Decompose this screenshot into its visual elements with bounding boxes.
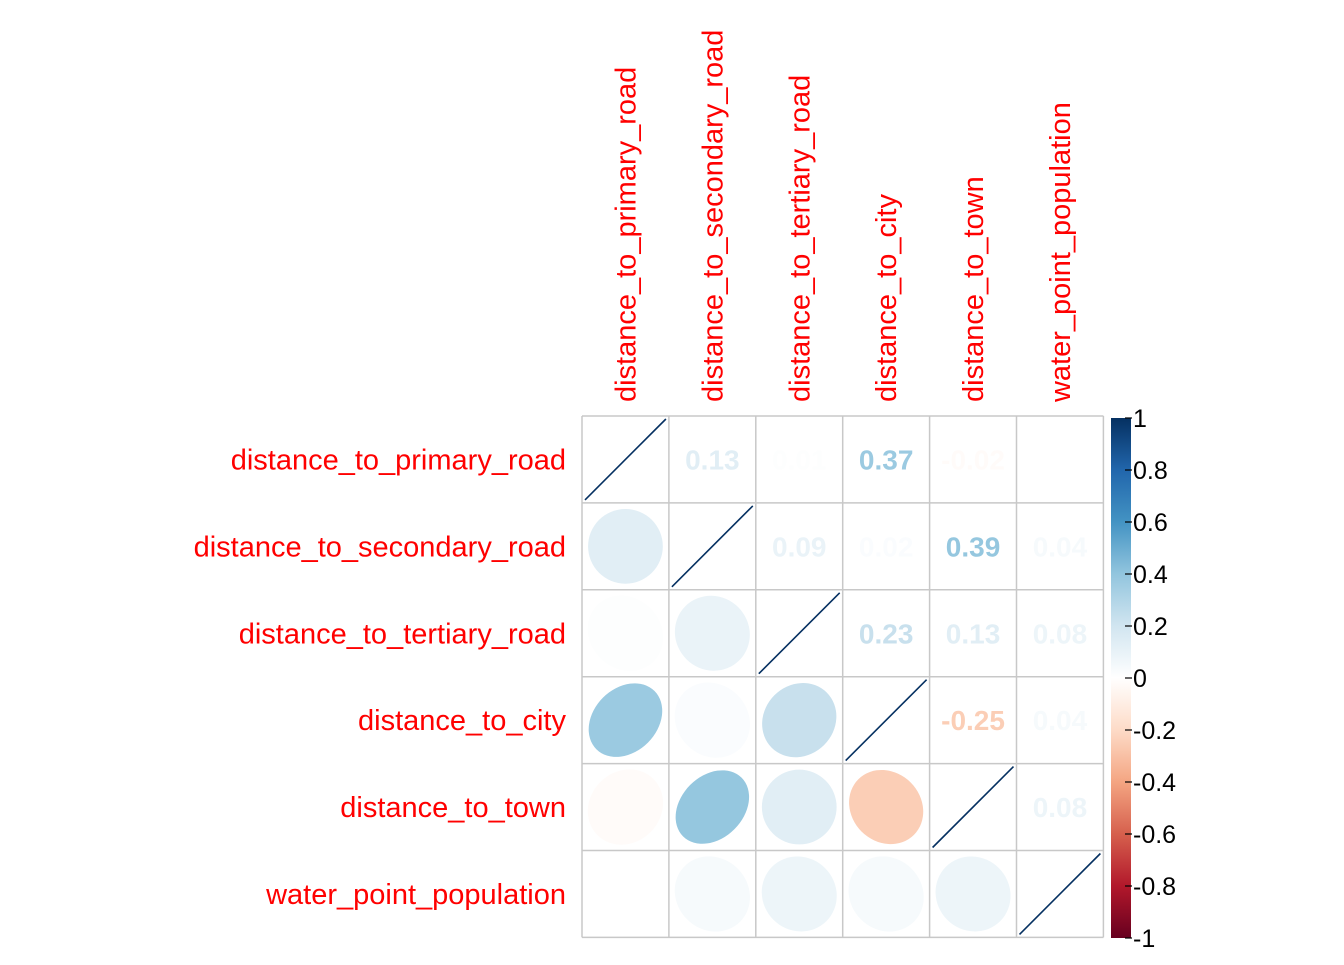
value-label-1-5: 0.04 [1033, 531, 1088, 562]
ellipse-2-1 [674, 595, 750, 671]
colorbar-tick-label-1: 0.8 [1133, 457, 1168, 485]
row-label-distance_to_tertiary_road: distance_to_tertiary_road [239, 618, 566, 650]
colorbar: 1 0.8 0.6 0.4 0.2 0 -0.2 -0.4 -0.6 -0.8 -1 [1111, 405, 1176, 953]
value-label-0-5: 0.00 [1033, 444, 1088, 475]
ellipse-4-2 [761, 769, 837, 845]
value-label-0-4: -0.02 [941, 444, 1005, 475]
colorbar-gradient [1111, 418, 1131, 938]
ellipse-5-3 [848, 856, 924, 932]
value-label-0-3: 0.37 [859, 444, 914, 475]
value-label-2-4: 0.13 [946, 618, 1001, 649]
cell-3-5 [1016, 676, 1104, 764]
colorbar-tick-label-0: 1 [1133, 405, 1147, 433]
ellipse-5-4 [935, 856, 1011, 932]
diagonal-line-1 [671, 505, 754, 588]
column-labels: distance_to_primary_road distance_to_seco… [610, 30, 1076, 403]
cell-0-4 [929, 416, 1017, 503]
value-label-1-2: 0.09 [772, 531, 827, 562]
cell-0-2 [755, 416, 843, 503]
value-label-1-4: 0.39 [946, 531, 1001, 562]
cell-0-1 [668, 416, 756, 503]
colorbar-tick-label-3: 0.4 [1133, 561, 1168, 589]
row-label-distance_to_town: distance_to_town [340, 792, 566, 824]
cell-2-4 [929, 589, 1017, 677]
cell-2-5 [1016, 589, 1104, 677]
diagonal-line-0 [584, 418, 667, 501]
row-label-distance_to_city: distance_to_city [358, 705, 566, 737]
row-label-water_point_population: water_point_population [265, 879, 566, 911]
cell-4-5 [1016, 763, 1104, 851]
ellipse-3-2 [762, 683, 837, 758]
cell-1-2 [755, 502, 843, 590]
colorbar-tick-label-7: -0.4 [1133, 769, 1176, 797]
ellipse-5-2 [761, 856, 837, 932]
cell-marks: 0.13 0.01 0.37 -0.02 0.00 0.09 0.02 0.39 0.04 0.2… [584, 418, 1101, 935]
diagonal-line-2 [758, 592, 841, 675]
cell-3-4 [929, 676, 1017, 764]
col-label-distance_to_town: distance_to_town [958, 176, 990, 402]
value-label-2-5: 0.08 [1033, 618, 1088, 649]
ellipse-2-0 [587, 595, 664, 671]
grid-lines [581, 415, 1105, 939]
col-label-water_point_population: water_point_population [1045, 102, 1077, 403]
diagonal-line-4 [932, 766, 1015, 849]
ellipse-4-3 [849, 769, 924, 845]
row-labels: distance_to_primary_road distance_to_seco… [194, 444, 567, 911]
colorbar-tick-label-6: -0.2 [1133, 717, 1176, 745]
value-label-0-2: 0.01 [772, 444, 827, 475]
cell-0-5 [1016, 416, 1104, 503]
ellipse-5-0 [587, 856, 664, 932]
ellipse-4-0 [587, 769, 664, 845]
colorbar-tick-label-9: -0.8 [1133, 873, 1176, 901]
colorbar-tick-label-4: 0.2 [1133, 613, 1168, 641]
value-label-4-5: 0.08 [1033, 792, 1088, 823]
value-label-1-3: 0.02 [859, 531, 914, 562]
value-label-0-1: 0.13 [685, 444, 740, 475]
cell-1-4 [929, 502, 1017, 590]
ellipse-3-0 [588, 683, 663, 757]
ellipse-4-1 [675, 770, 750, 844]
cell-1-3 [842, 502, 930, 590]
cell-2-3 [842, 589, 930, 677]
diagonal-line-5 [1018, 852, 1101, 935]
ellipse-3-1 [674, 682, 750, 758]
colorbar-tick-label-5: 0 [1133, 665, 1147, 693]
value-label-2-3: 0.23 [859, 618, 914, 649]
cell-1-5 [1016, 502, 1104, 590]
row-label-distance_to_secondary_road: distance_to_secondary_road [194, 531, 566, 563]
row-label-distance_to_primary_road: distance_to_primary_road [231, 444, 566, 476]
col-label-distance_to_tertiary_road: distance_to_tertiary_road [784, 75, 816, 402]
col-label-distance_to_city: distance_to_city [871, 194, 903, 402]
colorbar-tick-label-2: 0.6 [1133, 509, 1168, 537]
cell-0-3 [842, 416, 930, 503]
col-label-distance_to_primary_road: distance_to_primary_road [610, 67, 642, 402]
col-label-distance_to_secondary_road: distance_to_secondary_road [697, 30, 729, 402]
ellipse-1-0 [588, 508, 663, 584]
colorbar-tick-label-10: -1 [1133, 925, 1155, 953]
value-label-3-5: 0.04 [1033, 705, 1088, 736]
colorbar-tick-label-8: -0.6 [1133, 821, 1176, 849]
ellipse-5-1 [674, 856, 750, 932]
diagonal-line-3 [845, 679, 928, 762]
value-label-3-4: -0.25 [941, 705, 1005, 736]
